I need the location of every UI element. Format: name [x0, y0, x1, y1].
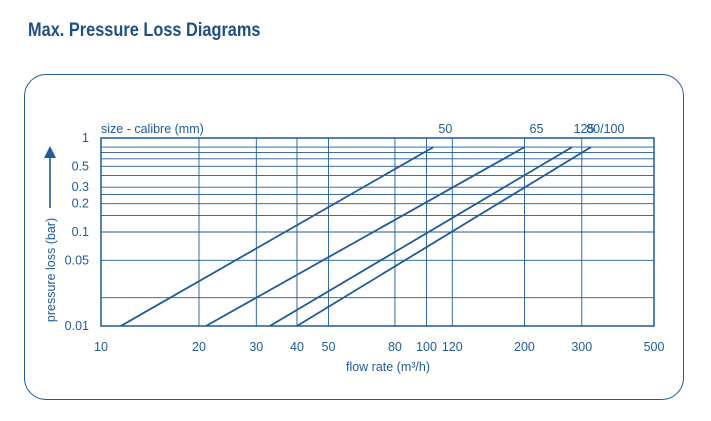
x-tick-label: 80: [388, 340, 402, 354]
series-label-80-100: 80/100: [586, 122, 624, 136]
chart-frame: [24, 74, 684, 400]
x-axis-label: flow rate (m³/h): [346, 360, 430, 374]
y-tick-label: 0.3: [72, 180, 89, 194]
x-tick-label: 50: [322, 340, 336, 354]
x-tick-label: 20: [192, 340, 206, 354]
series-label-50: 50: [438, 122, 452, 136]
x-tick-label: 100: [416, 340, 437, 354]
series-line-65: [205, 146, 525, 327]
plot-border: [100, 137, 655, 327]
series-line-125: [269, 146, 573, 327]
y-tick-label: 0.2: [72, 197, 89, 211]
series-header: size - calibre (mm): [101, 122, 204, 136]
x-tick-label: 40: [290, 340, 304, 354]
series-label-125: 125: [574, 122, 595, 136]
y-axis-label: pressure loss (bar): [44, 218, 58, 322]
y-tick-label: 0.1: [72, 225, 89, 239]
page-title: Max. Pressure Loss Diagrams: [28, 20, 261, 41]
series-line-80-100: [296, 146, 592, 327]
series-lines: [120, 146, 592, 327]
x-tick-label: 500: [644, 340, 665, 354]
x-tick-label: 120: [442, 340, 463, 354]
y-tick-label: 1: [82, 131, 89, 145]
grid: [101, 138, 654, 326]
up-arrow-head-icon: [44, 146, 56, 158]
x-tick-label: 10: [94, 340, 108, 354]
y-tick-label: 0.01: [65, 319, 89, 333]
x-tick-label: 300: [571, 340, 592, 354]
series-label-65: 65: [530, 122, 544, 136]
x-tick-label: 200: [514, 340, 535, 354]
y-tick-label: 0.5: [72, 159, 89, 173]
series-line-50: [120, 146, 434, 327]
x-tick-label: 30: [249, 340, 263, 354]
y-tick-label: 0.05: [65, 253, 89, 267]
